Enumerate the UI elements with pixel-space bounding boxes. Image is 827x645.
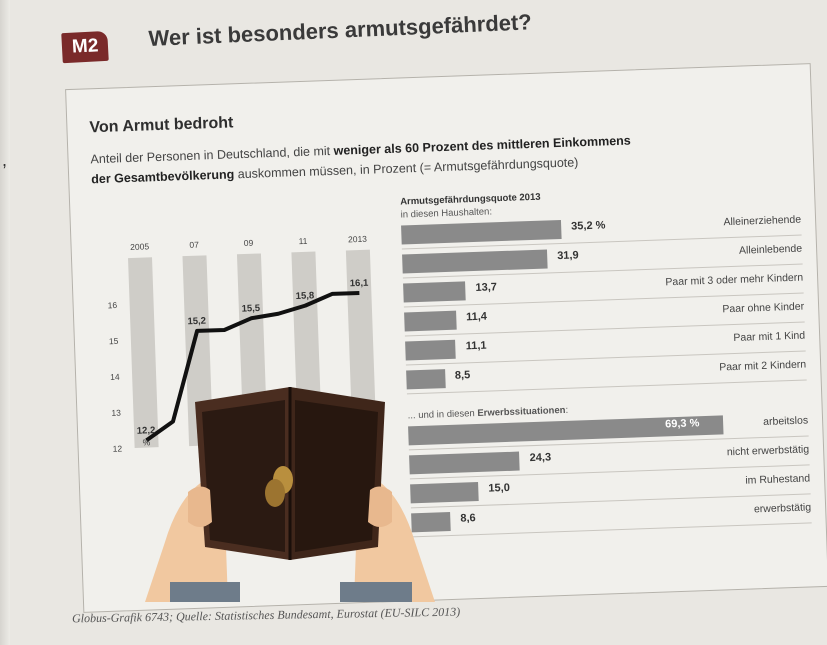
bar-value-label: 35,2 % — [570, 219, 606, 233]
x-tick-label: 11 — [298, 236, 307, 246]
bar-category-label: erwerbstätig — [753, 501, 812, 516]
bar-value-label: 69,3 % — [664, 417, 700, 431]
x-tick-label: 2013 — [348, 234, 368, 245]
page-edge — [0, 0, 10, 645]
bar-value-label: 31,9 — [556, 249, 579, 263]
section-badge: M2 — [61, 30, 110, 64]
bar-category-label: arbeitslos — [762, 414, 809, 429]
y-tick-label: 15 — [109, 336, 119, 346]
bar-panel: Armutsgefährdungsquote 2013 in diesen Ha… — [400, 183, 812, 538]
bar-category-label: Paar ohne Kinder — [722, 300, 805, 316]
bar-category-label: Paar mit 2 Kindern — [719, 358, 807, 374]
bar-category-label: Paar mit 1 Kind — [733, 329, 806, 345]
bar-category-label: Alleinlebende — [738, 242, 803, 257]
y-tick-label: 16 — [107, 300, 117, 310]
bar-category-label: Alleinerziehende — [723, 213, 802, 229]
graphic-description: Anteil der Personen in Deutschland, die … — [90, 125, 781, 189]
bar-value-label: 11,4 — [465, 310, 488, 324]
data-label: 15,5 — [241, 303, 261, 315]
y-tick-label: 13 — [111, 408, 121, 418]
household-bars: 35,2 % Alleinerziehende 31,9 Alleinlebende 1… — [400, 207, 807, 395]
year-column — [182, 255, 214, 447]
bar-value-label: 24,3 — [529, 451, 552, 465]
y-tick-label: 14 — [110, 372, 120, 382]
bar-value-label: 13,7 — [475, 281, 498, 294]
bar-value-label: 8,5 — [454, 369, 471, 382]
bar-category-label: nicht erwerbstätig — [726, 443, 810, 459]
graphic-subtitle: Von Armut bedroht — [89, 114, 234, 137]
series-line — [145, 290, 360, 443]
data-label: 12,2 — [137, 425, 156, 437]
bar — [403, 281, 466, 303]
year-column — [345, 249, 377, 441]
desc-bold-1: weniger als 60 Prozent des mittleren Ein… — [333, 133, 631, 158]
employment-heading-end: : — [565, 404, 569, 416]
x-tick-label: 07 — [189, 240, 199, 250]
data-label: 16,1 — [350, 278, 370, 290]
bar-category-label: Paar mit 3 oder mehr Kindern — [665, 271, 804, 289]
bar-value-label: 8,6 — [460, 512, 476, 525]
bar — [404, 310, 457, 332]
x-tick-label: 09 — [244, 238, 254, 248]
bar — [405, 339, 457, 361]
bar-value-label: 15,0 — [488, 481, 511, 495]
x-tick-label: 2005 — [130, 241, 150, 252]
margin-mark: , — [2, 150, 8, 170]
data-label: 15,8 — [296, 290, 315, 302]
bar — [401, 219, 562, 245]
page-title: Wer ist besonders armutsgefährdet? — [148, 9, 533, 51]
employment-bars: 69,3 % arbeitslos 24,3 nicht erwerbstätig 15… — [407, 408, 812, 538]
bar-category-label: im Ruhestand — [745, 472, 811, 487]
data-label-unit: % — [143, 437, 151, 447]
desc-bold-2: der Gesamtbevölkerung — [91, 167, 235, 187]
bar-value-label: 11,1 — [465, 339, 487, 353]
empty-wallet-illustration — [145, 387, 435, 602]
year-column — [128, 257, 159, 448]
bar — [402, 249, 548, 274]
data-label: 15,2 — [187, 316, 206, 328]
desc-text-1: Anteil der Personen in Deutschland, die … — [90, 143, 334, 167]
y-tick-label: 12 — [112, 443, 122, 453]
